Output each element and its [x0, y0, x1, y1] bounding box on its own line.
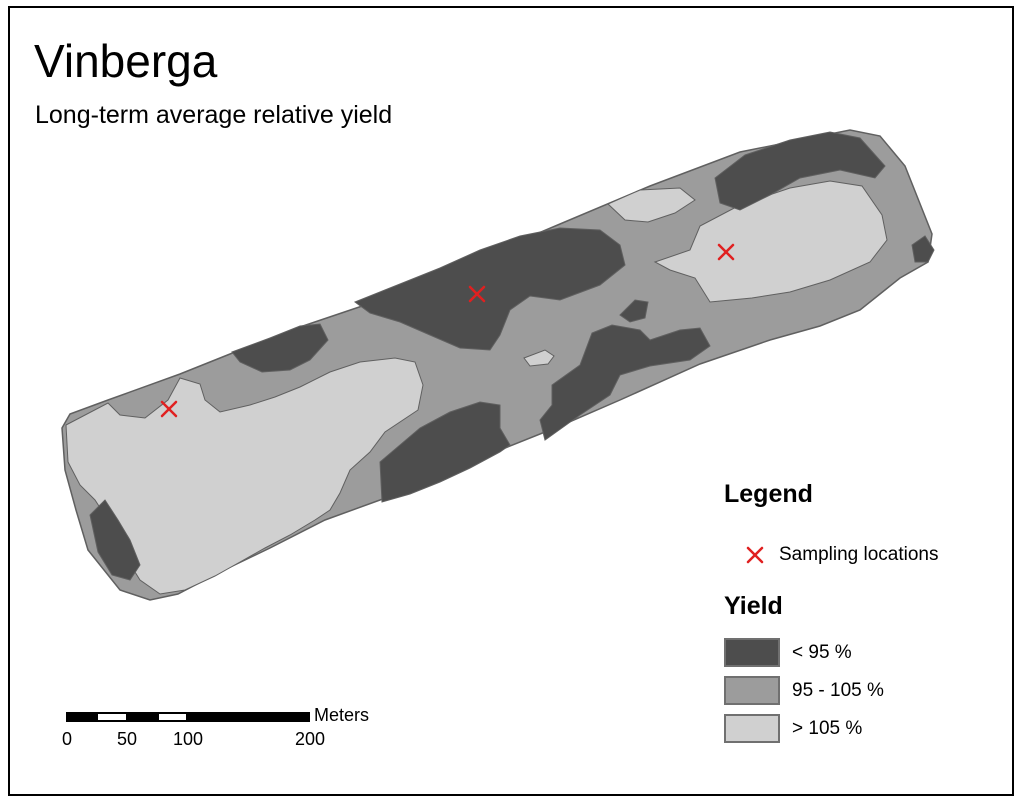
- zone-high-east: [653, 180, 888, 303]
- zone-low-east-tip: [911, 235, 935, 263]
- yield-heading: Yield: [724, 592, 783, 620]
- zone-low-west: [231, 323, 329, 373]
- zone-high-center: [523, 349, 555, 367]
- map-title: Vinberga: [34, 35, 218, 87]
- scale-bar: [66, 712, 310, 722]
- sampling-marker-center: [468, 285, 486, 303]
- sampling-marker-west: [160, 400, 178, 418]
- legend-item-mid: 95 - 105 %: [724, 676, 884, 705]
- scale-tick-200: 200: [294, 729, 326, 749]
- zone-low-blob: [619, 299, 649, 323]
- legend-item-low: < 95 %: [724, 638, 852, 667]
- legend-item-high: > 105 %: [724, 714, 862, 743]
- scale-tick-0: 0: [61, 729, 73, 749]
- scale-unit-label: Meters: [314, 705, 370, 725]
- swatch-high: [724, 714, 780, 743]
- legend-item-label: < 95 %: [792, 641, 852, 663]
- zone-low-northeast: [714, 131, 886, 211]
- map-subtitle: Long-term average relative yield: [35, 101, 393, 129]
- legend-item-label: 95 - 105 %: [792, 679, 884, 701]
- swatch-low: [724, 638, 780, 667]
- scale-tick-100: 100: [172, 729, 204, 749]
- zone-low-south: [379, 401, 511, 503]
- legend-sampling-label: Sampling locations: [779, 544, 939, 565]
- zone-low-north: [353, 227, 626, 351]
- zone-low-southwest: [89, 499, 141, 581]
- swatch-mid: [724, 676, 780, 705]
- legend-sampling-entry: Sampling locations: [745, 544, 938, 566]
- legend-item-label: > 105 %: [792, 717, 863, 739]
- zone-low-center: [539, 324, 711, 441]
- scale-tick-50: 50: [116, 729, 138, 749]
- red-x-marker-icon: [746, 546, 764, 564]
- legend-heading: Legend: [724, 480, 813, 508]
- sampling-marker-east: [717, 243, 735, 261]
- zone-high-north: [607, 187, 696, 223]
- zone-high-west: [65, 357, 424, 595]
